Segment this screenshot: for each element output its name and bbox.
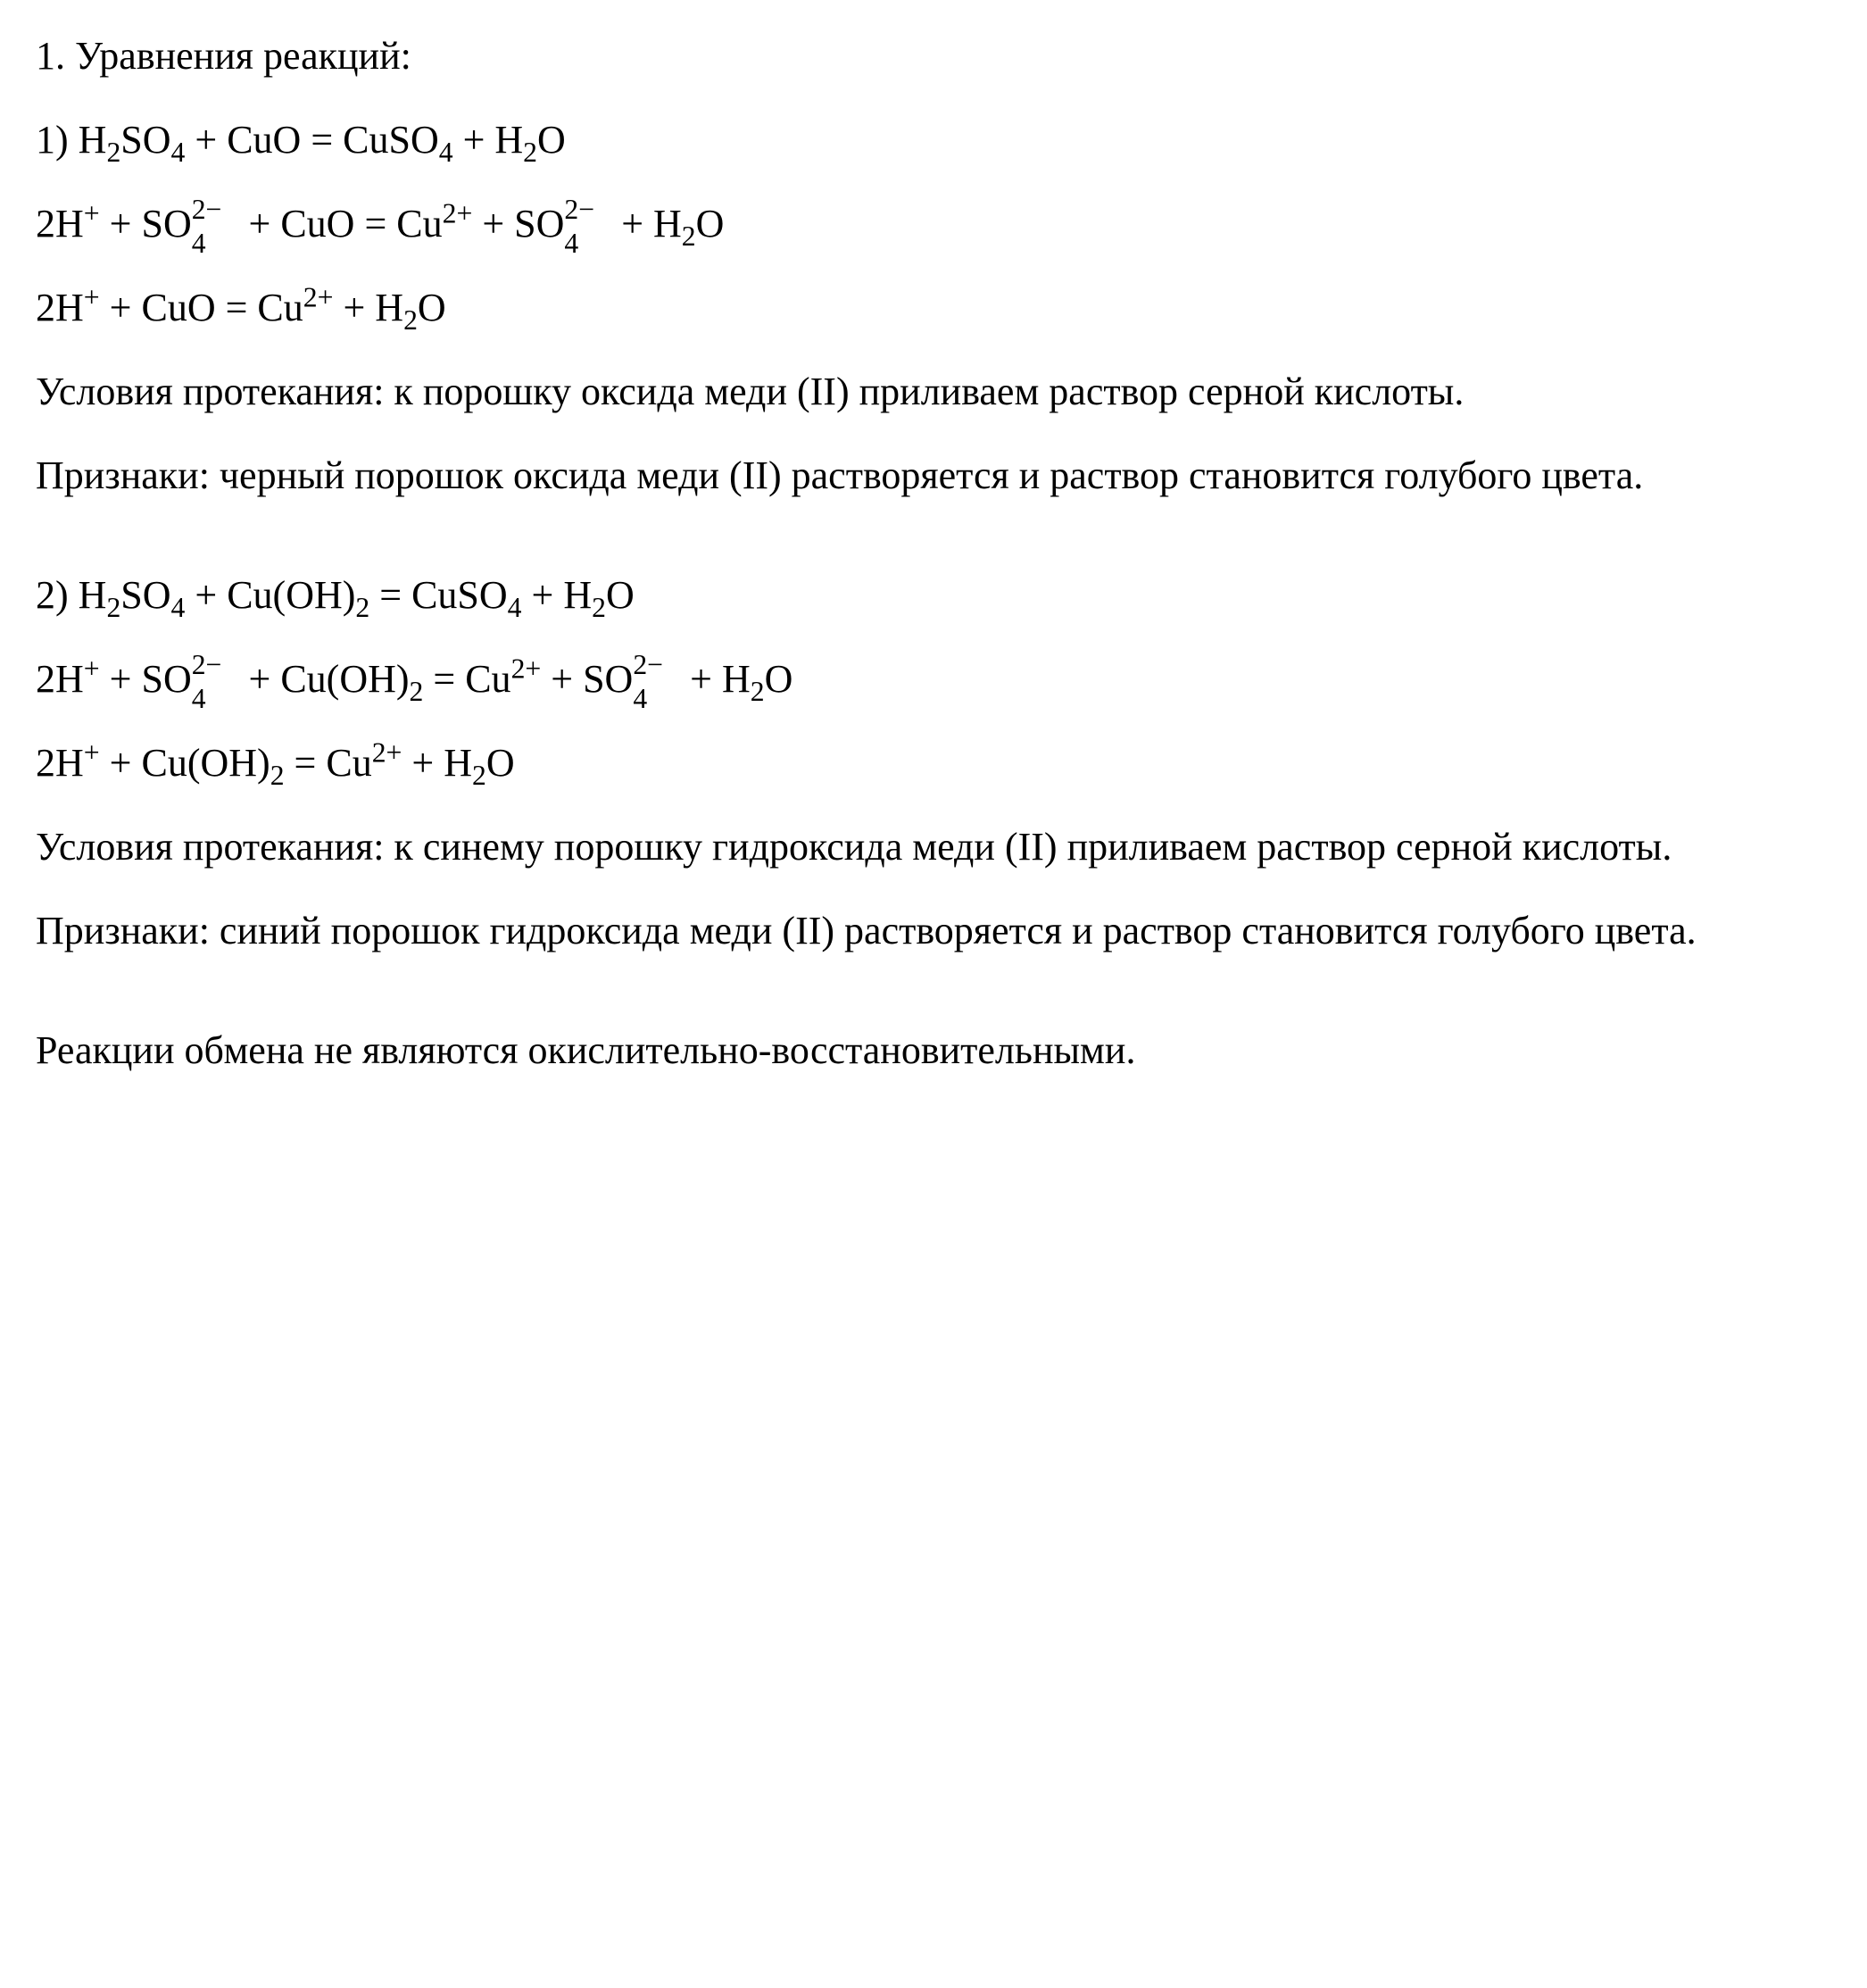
- reaction2-ionic-full: 2H+ + SO2−4 + Cu(OH)2 = Cu2+ + SO2−4 + H…: [36, 650, 1831, 709]
- eq-sub: 2: [106, 137, 120, 168]
- eq-text: + H: [402, 741, 472, 785]
- eq-sub: 2: [751, 676, 765, 707]
- reaction1-signs: Признаки: черный порошок оксида меди (II…: [36, 446, 1831, 505]
- reaction1-molecular: 1) H2SO4 + CuO = CuSO4 + H2O: [36, 111, 1831, 170]
- eq-text: 2H: [36, 741, 84, 785]
- eq-text: + Cu(OH): [239, 657, 410, 701]
- eq-sub: 2: [403, 304, 418, 336]
- eq-text: O: [537, 118, 566, 162]
- eq-sub: 4: [171, 592, 186, 623]
- eq-sub: 2: [410, 676, 424, 707]
- conclusion: Реакции обмена не являются окислительно-…: [36, 1021, 1831, 1080]
- eq-text: = Cu: [285, 741, 372, 785]
- eq-text: + Cu(OH): [100, 741, 270, 785]
- eq-text: O: [418, 286, 446, 329]
- eq-sup: +: [84, 736, 100, 768]
- eq-text: O: [765, 657, 793, 701]
- eq-text: SO: [120, 573, 170, 617]
- eq-text: SO: [120, 118, 170, 162]
- eq-sub: 2: [355, 592, 369, 623]
- eq-text: = Cu: [423, 657, 510, 701]
- eq-sub: 4: [439, 137, 453, 168]
- eq-sub: 4: [508, 592, 522, 623]
- spacer: [36, 986, 1831, 1021]
- eq-sub: 2: [523, 137, 537, 168]
- eq-sub: 2: [106, 592, 120, 623]
- eq-text: H: [79, 573, 107, 617]
- eq-text: 2H: [36, 657, 84, 701]
- eq-text: + H: [333, 286, 403, 329]
- eq-sup: 2+: [372, 736, 402, 768]
- eq-text: = CuSO: [369, 573, 507, 617]
- spacer: [36, 530, 1831, 566]
- reaction2-label: 2): [36, 573, 79, 617]
- eq-text: + H: [611, 202, 682, 245]
- reaction1-conditions: Условия протекания: к порошку оксида мед…: [36, 362, 1831, 421]
- eq-text: H: [79, 118, 107, 162]
- reaction2-molecular: 2) H2SO4 + Cu(OH)2 = CuSO4 + H2O: [36, 566, 1831, 625]
- eq-sub: 2: [270, 760, 285, 791]
- eq-sup: +: [84, 197, 100, 229]
- reaction2-conditions: Условия протекания: к синему порошку гид…: [36, 818, 1831, 877]
- eq-sup: 2+: [443, 197, 473, 229]
- eq-sup: 2+: [303, 281, 334, 312]
- section-heading: 1. Уравнения реакций:: [36, 27, 1831, 86]
- eq-text: + SO: [100, 202, 192, 245]
- eq-text: + H: [522, 573, 593, 617]
- reaction1-ionic-full: 2H+ + SO2−4 + CuO = Cu2+ + SO2−4 + H2O: [36, 195, 1831, 254]
- eq-text: + H: [453, 118, 524, 162]
- eq-text: + CuO = CuSO: [185, 118, 438, 162]
- eq-text: + Cu(OH): [185, 573, 355, 617]
- eq-text: 2H: [36, 286, 84, 329]
- reaction1-label: 1): [36, 118, 79, 162]
- eq-text: + CuO = Cu: [100, 286, 303, 329]
- eq-sup: +: [84, 281, 100, 312]
- eq-sub: 2: [682, 220, 696, 252]
- eq-sub: 2: [472, 760, 486, 791]
- eq-text: 2H: [36, 202, 84, 245]
- eq-sup: 2+: [511, 653, 542, 684]
- eq-text: O: [486, 741, 515, 785]
- eq-sub: 2: [592, 592, 606, 623]
- eq-text: + CuO = Cu: [239, 202, 443, 245]
- reaction1-ionic-short: 2H+ + CuO = Cu2+ + H2O: [36, 279, 1831, 337]
- eq-text: + SO: [100, 657, 192, 701]
- eq-sup: +: [84, 653, 100, 684]
- reaction2-ionic-short: 2H+ + Cu(OH)2 = Cu2+ + H2O: [36, 734, 1831, 793]
- eq-text: + H: [680, 657, 751, 701]
- eq-text: + SO: [472, 202, 564, 245]
- eq-text: + SO: [541, 657, 633, 701]
- eq-text: O: [606, 573, 635, 617]
- eq-text: O: [696, 202, 725, 245]
- eq-sub: 4: [171, 137, 186, 168]
- reaction2-signs: Признаки: синий порошок гидроксида меди …: [36, 902, 1831, 961]
